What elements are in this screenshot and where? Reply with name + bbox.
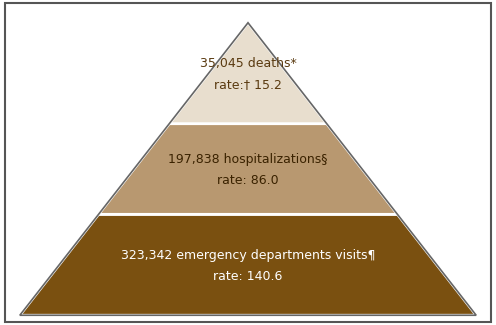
Text: 35,045 deaths*: 35,045 deaths* [199, 57, 297, 70]
Text: rate: 140.6: rate: 140.6 [213, 270, 283, 283]
Polygon shape [99, 124, 397, 214]
Text: 197,838 hospitalizations§: 197,838 hospitalizations§ [168, 153, 328, 166]
Text: 323,342 emergency departments visits¶: 323,342 emergency departments visits¶ [121, 249, 375, 262]
Polygon shape [169, 23, 327, 124]
Text: rate: 86.0: rate: 86.0 [217, 174, 279, 187]
Text: rate:† 15.2: rate:† 15.2 [214, 78, 282, 91]
Polygon shape [20, 214, 476, 315]
